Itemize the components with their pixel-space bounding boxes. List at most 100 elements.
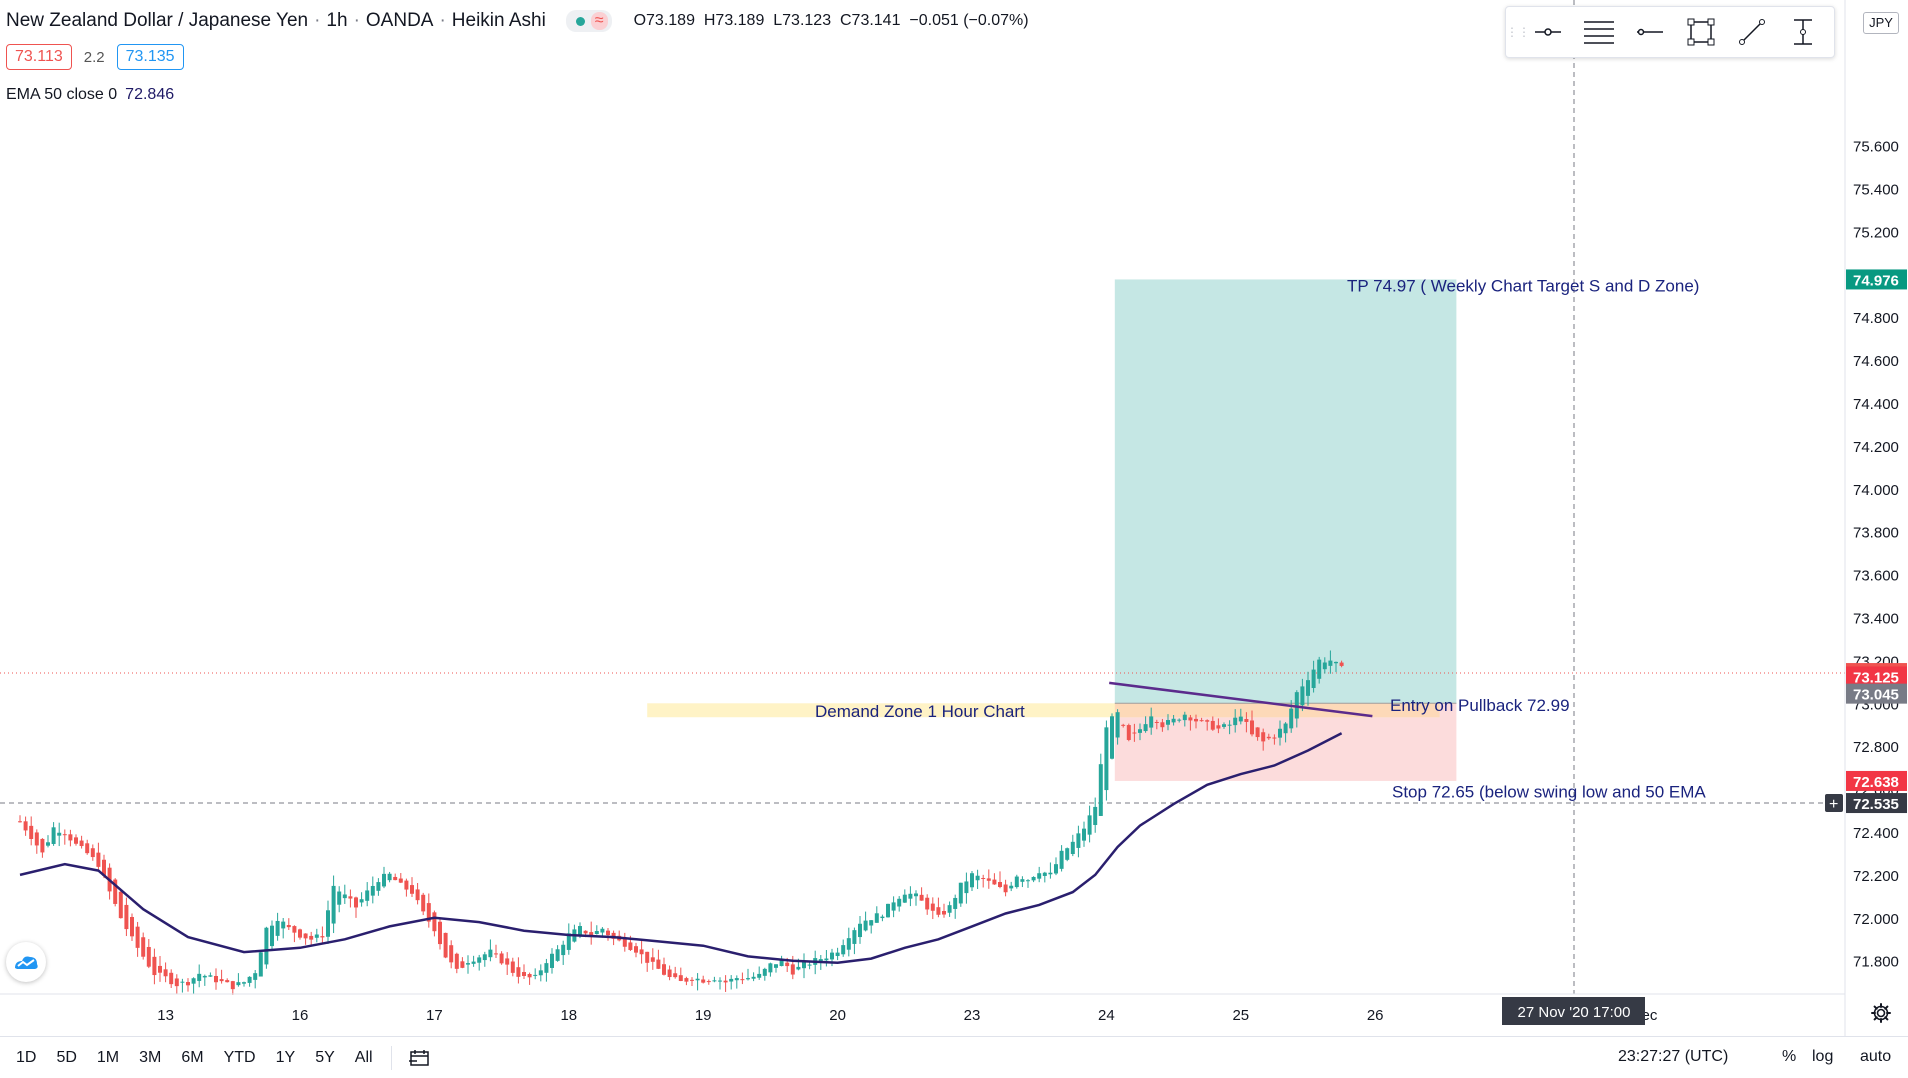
- candle-body: [398, 878, 403, 883]
- timeframe-1y-button[interactable]: 1Y: [275, 1048, 296, 1066]
- price-range-tool-button[interactable]: [1777, 7, 1828, 57]
- parallel-channel-tool-button[interactable]: [1573, 7, 1624, 57]
- candle-body: [611, 932, 616, 939]
- candle-body: [1104, 727, 1109, 791]
- tradingview-logo[interactable]: [6, 942, 46, 982]
- drag-handle-icon[interactable]: ⋮⋮: [1506, 25, 1530, 39]
- candle-body: [863, 920, 868, 931]
- utc-clock[interactable]: 23:27:27 (UTC): [1618, 1048, 1729, 1065]
- trend-line-tool-button[interactable]: [1726, 7, 1777, 57]
- candle-body: [1182, 714, 1187, 721]
- timeframe-ytd-button[interactable]: YTD: [223, 1048, 256, 1066]
- price-tick-label: 72.400: [1853, 825, 1899, 842]
- candle-body: [376, 882, 381, 891]
- price-tag-bg: [1846, 269, 1907, 290]
- divider: [390, 1045, 392, 1070]
- candle-body: [320, 936, 325, 938]
- price-tag-bg: [1846, 793, 1907, 814]
- candle-body: [958, 882, 963, 904]
- rectangle-tool-button[interactable]: [1675, 7, 1726, 57]
- candle-body: [1244, 719, 1249, 722]
- timeframe-3m-button[interactable]: 3M: [139, 1048, 162, 1066]
- candle-body: [1014, 876, 1019, 888]
- candle-body: [522, 972, 526, 976]
- candle-body: [382, 873, 386, 887]
- candle-body: [600, 928, 605, 933]
- auto-scale-toggle[interactable]: auto: [1860, 1048, 1892, 1065]
- ema-50-line: [19, 732, 1343, 965]
- candle-body: [426, 903, 431, 922]
- price-tag-bg: [1846, 770, 1907, 791]
- candle-body: [85, 843, 90, 854]
- candle-body: [236, 982, 241, 986]
- log-scale-toggle[interactable]: log: [1812, 1048, 1834, 1065]
- sell-price-button[interactable]: 73.113: [6, 44, 72, 70]
- candle-body: [510, 961, 515, 973]
- candle-body: [494, 953, 498, 955]
- candle-body: [740, 979, 745, 981]
- timeframe-5d-button[interactable]: 5D: [56, 1048, 77, 1066]
- candle-body: [202, 975, 207, 978]
- candle-body: [1149, 716, 1154, 728]
- price-tick-label: 74.000: [1853, 482, 1899, 499]
- settings-gear-icon[interactable]: [1870, 1002, 1892, 1024]
- candle-body: [331, 885, 336, 924]
- candle-body: [258, 952, 263, 977]
- price-tick-label: 72.000: [1853, 911, 1899, 928]
- candle-body: [460, 961, 465, 968]
- timeframe-5y-button[interactable]: 5Y: [315, 1048, 335, 1066]
- annotations: TP 74.97 ( Weekly Chart Target S and D Z…: [815, 276, 1706, 801]
- candle-body: [113, 879, 118, 904]
- high-value: H73.189: [703, 12, 765, 29]
- date-range-icon[interactable]: [408, 1048, 432, 1068]
- candle-body: [354, 897, 358, 908]
- data-delay-icon: ≈: [590, 12, 608, 30]
- add-alert-plus-icon[interactable]: [1825, 794, 1843, 813]
- candle-body: [74, 837, 78, 844]
- timeframe-1d-button[interactable]: 1D: [16, 1048, 37, 1066]
- chart-grid: [0, 0, 1845, 994]
- candle-body: [1300, 686, 1305, 706]
- timeframe-1m-button[interactable]: 1M: [96, 1048, 120, 1066]
- price-chart[interactable]: 75.60075.40075.20075.00074.80074.60074.4…: [0, 0, 1908, 1036]
- candle-body: [897, 898, 902, 907]
- candle-body: [818, 959, 823, 962]
- separator: ·: [353, 10, 360, 31]
- time-tick-label: 17: [426, 1007, 443, 1024]
- market-status[interactable]: ≈: [565, 10, 612, 32]
- interval[interactable]: 1h: [326, 10, 348, 31]
- candle-body: [1082, 828, 1086, 841]
- candle-body: [1216, 725, 1221, 729]
- price-tick-label: 72.200: [1853, 868, 1899, 885]
- percent-scale-toggle[interactable]: %: [1782, 1048, 1797, 1065]
- candle-body: [219, 979, 224, 982]
- symbol-name[interactable]: New Zealand Dollar / Japanese Yen: [6, 10, 309, 31]
- candle-body: [270, 925, 274, 947]
- time-axis[interactable]: 1316171819202324252627Dec27 Nov '20 17:0…: [0, 993, 1845, 1025]
- candle-body: [785, 962, 790, 967]
- candle-body: [1166, 720, 1170, 725]
- price-tag-label: 72.535: [1853, 796, 1899, 813]
- currency-label[interactable]: JPY: [1863, 12, 1899, 34]
- candle-body: [516, 967, 521, 977]
- candle-body: [561, 944, 566, 956]
- indicator-legend[interactable]: EMA 50 close 0 72.846: [6, 86, 174, 104]
- candle-body: [678, 975, 683, 981]
- candle-body: [992, 879, 997, 885]
- candle-body: [505, 958, 510, 965]
- candle-body: [751, 976, 756, 979]
- candle-body: [1121, 724, 1126, 726]
- candle-body: [936, 907, 941, 915]
- price-tick-label: 73.800: [1853, 525, 1899, 542]
- timeframe-6m-button[interactable]: 6M: [181, 1048, 204, 1066]
- candle-body: [264, 927, 269, 965]
- separator: ·: [439, 10, 446, 31]
- horizontal-ray-tool-button[interactable]: [1522, 7, 1573, 57]
- horizontal-line-tool-button[interactable]: [1624, 7, 1675, 57]
- buy-price-button[interactable]: 73.135: [116, 44, 184, 70]
- price-axis[interactable]: 75.60075.40075.20075.00074.80074.60074.4…: [1825, 0, 1908, 1036]
- timeframe-all-button[interactable]: All: [354, 1048, 373, 1066]
- candle-body: [404, 880, 409, 890]
- candle-body: [1132, 732, 1137, 734]
- candle-body: [1009, 885, 1014, 889]
